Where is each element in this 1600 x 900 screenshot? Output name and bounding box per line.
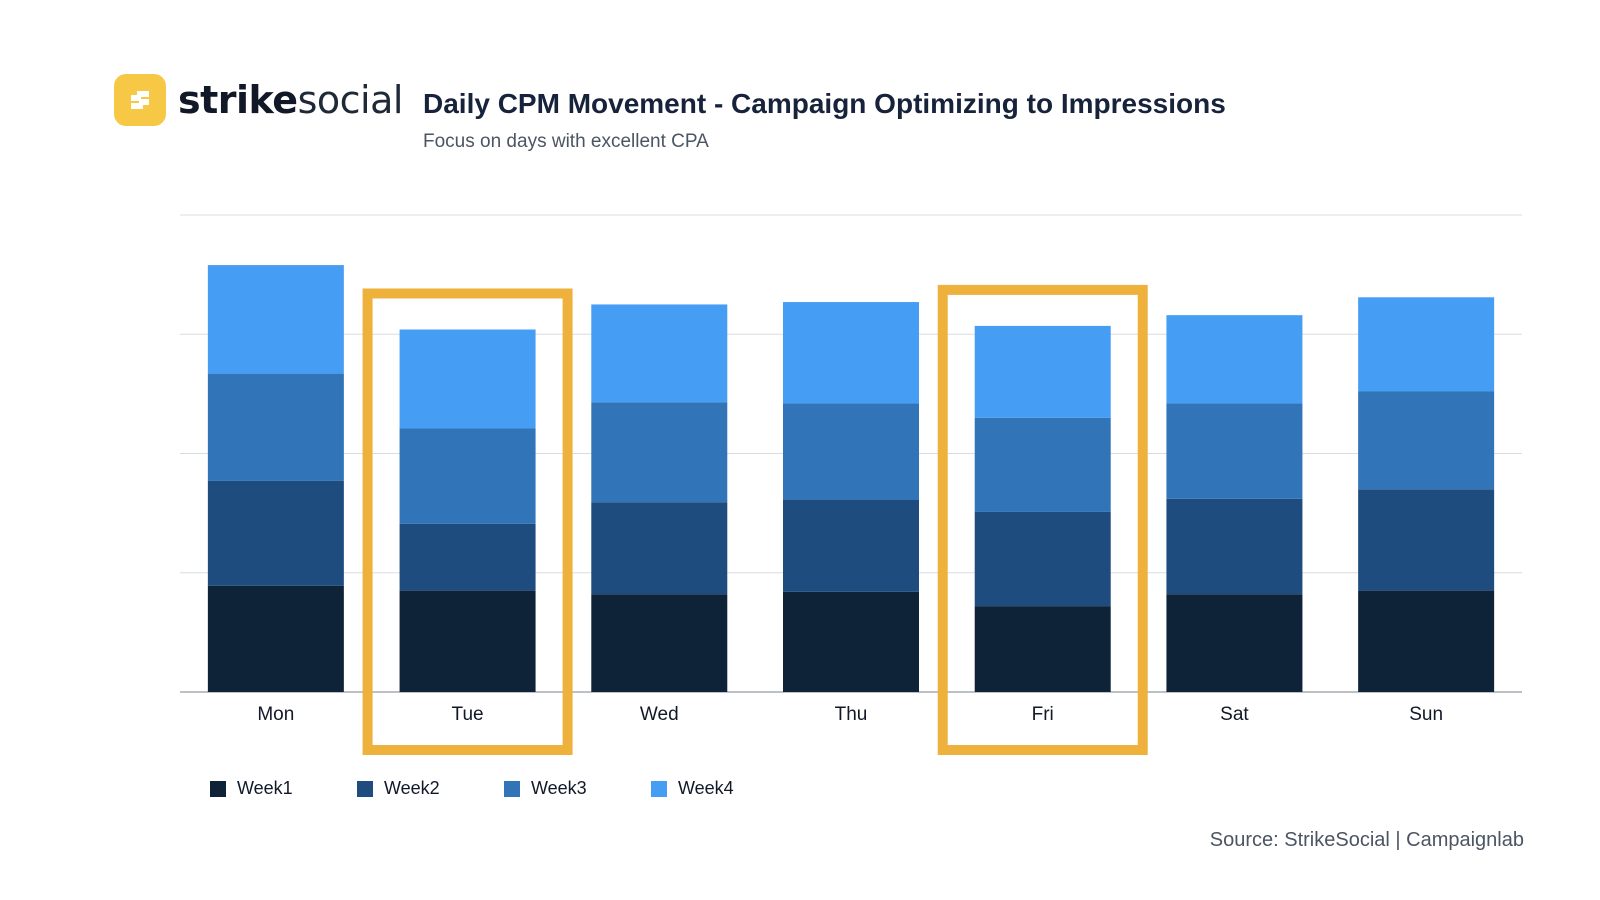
bar-mon-week2 xyxy=(207,480,344,586)
legend-swatch-week1 xyxy=(210,780,226,797)
legend-item-week3: Week3 xyxy=(504,778,651,799)
bar-wed-week1 xyxy=(591,594,728,692)
bar-mon-week1 xyxy=(207,585,344,692)
bar-thu-week3 xyxy=(783,403,919,501)
bar-wed-week2 xyxy=(591,502,728,595)
bar-sat-week3 xyxy=(1166,403,1303,499)
highlight-frame-tue xyxy=(362,288,573,755)
x-tick-label-fri: Fri xyxy=(1032,704,1054,725)
bar-sat-week4 xyxy=(1166,315,1303,404)
x-tick-label-thu: Thu xyxy=(835,704,868,725)
legend-swatch-week4 xyxy=(651,780,667,797)
x-tick-label-wed: Wed xyxy=(640,704,679,725)
bar-fri-week2 xyxy=(974,511,1111,607)
legend-item-week4: Week4 xyxy=(651,778,798,799)
bar-thu-week1 xyxy=(783,591,919,692)
bar-sun-week4 xyxy=(1358,297,1495,392)
legend-label-week1: Week1 xyxy=(237,778,293,798)
x-tick-label-tue: Tue xyxy=(452,704,484,725)
bar-fri-week4 xyxy=(974,325,1111,418)
bar-mon-week3 xyxy=(207,373,344,481)
bar-sun-week1 xyxy=(1358,590,1495,692)
bar-wed-week4 xyxy=(591,304,728,403)
bar-wed-week3 xyxy=(591,402,728,503)
bar-sat-week2 xyxy=(1166,498,1303,595)
logo-text-strong: strike xyxy=(178,78,298,122)
bar-sun-week2 xyxy=(1358,489,1495,591)
bar-tue-week4 xyxy=(399,329,536,429)
bar-fri-week1 xyxy=(974,606,1111,692)
bar-fri-week3 xyxy=(974,417,1111,512)
chart-title: Daily CPM Movement - Campaign Optimizing… xyxy=(423,88,1226,119)
logo-wordmark: strikesocial xyxy=(178,81,403,119)
stylized-s-icon xyxy=(131,91,149,109)
bar-tue-week2 xyxy=(399,523,536,591)
chart-subtitle: Focus on days with excellent CPA xyxy=(423,131,709,152)
bar-tue-week3 xyxy=(399,428,536,524)
source-credit: Source: StrikeSocial | Campaignlab xyxy=(1209,829,1524,851)
legend-item-week2: Week2 xyxy=(357,778,504,799)
legend-label-week2: Week2 xyxy=(384,778,440,798)
bar-sat-week1 xyxy=(1166,594,1303,692)
legend-label-week4: Week4 xyxy=(678,778,734,798)
x-tick-label-sat: Sat xyxy=(1220,704,1249,725)
chart-legend: Week1 Week2 Week3 Week4 xyxy=(210,778,798,799)
highlight-frame-fri xyxy=(937,284,1148,755)
legend-item-week1: Week1 xyxy=(210,778,357,799)
legend-swatch-week3 xyxy=(504,780,520,797)
x-tick-label-mon: Mon xyxy=(257,704,294,725)
bar-tue-week1 xyxy=(399,590,536,692)
strikesocial-badge-icon xyxy=(114,74,166,126)
legend-label-week3: Week3 xyxy=(531,778,587,798)
bar-sun-week3 xyxy=(1358,391,1495,490)
logo-text-light: social xyxy=(297,78,404,122)
strikesocial-logo: strikesocial xyxy=(114,74,403,126)
x-tick-label-sun: Sun xyxy=(1409,704,1443,725)
bar-mon-week4 xyxy=(207,265,344,374)
bar-thu-week4 xyxy=(783,302,919,404)
legend-swatch-week2 xyxy=(357,780,373,797)
bar-thu-week2 xyxy=(783,500,919,592)
